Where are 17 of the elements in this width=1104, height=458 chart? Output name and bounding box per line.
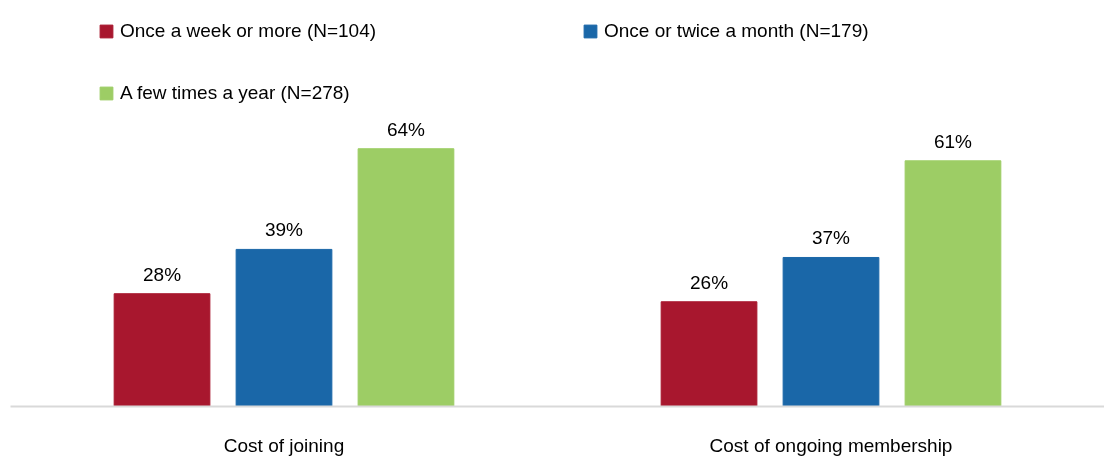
legend-label: A few times a year (N=278) [120,81,351,105]
data-label: 39% [264,219,304,241]
data-label: 37% [811,227,851,249]
data-label: 64% [386,118,426,140]
bar [235,248,333,407]
bar [113,293,211,407]
legend-label: Once a week or more (N=104) [120,19,378,43]
data-label: 26% [690,271,729,293]
data-label: 28% [143,263,182,285]
x-tick-label: Cost of joining [223,434,345,456]
bar [357,148,455,407]
bar [904,160,1002,407]
bar [660,301,758,407]
bar [782,256,880,407]
data-label: 61% [933,130,973,152]
legend-label: Once or twice a month (N=179) [604,19,870,43]
x-tick-label: Cost of ongoing membership [709,434,953,456]
